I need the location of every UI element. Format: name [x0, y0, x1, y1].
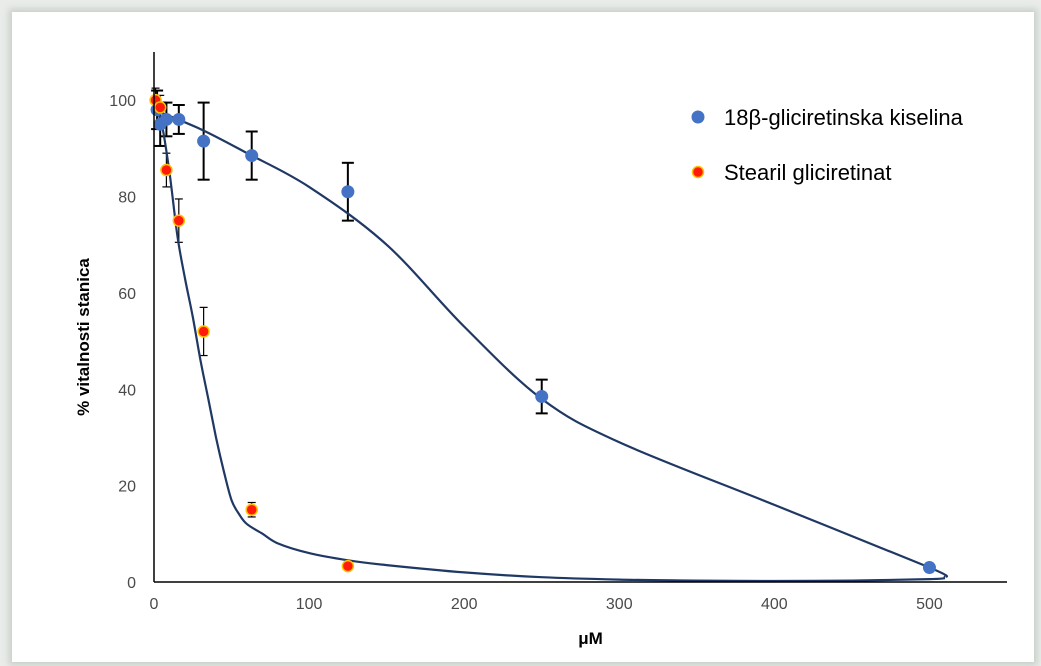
x-tick-label: 100 [296, 596, 323, 613]
y-tick-label: 40 [118, 382, 136, 399]
tick-labels: 0 100 200 300 400 500 0 20 40 60 80 100 [109, 93, 943, 613]
x-tick-label: 0 [150, 596, 159, 613]
y-tick-label: 0 [127, 575, 136, 592]
fit-curve-series-1 [152, 104, 946, 583]
data-point-series-0 [197, 134, 211, 148]
y-tick-label: 100 [109, 93, 136, 110]
x-tick-label: 500 [916, 596, 943, 613]
data-point-series-1 [160, 163, 173, 177]
data-point-series-0 [245, 149, 259, 163]
data-point-series-1 [172, 214, 186, 227]
data-point-series-1 [245, 503, 258, 516]
data-point-series-1 [153, 101, 167, 114]
data-point-series-0 [159, 112, 173, 126]
axes [153, 52, 1007, 583]
error-bars [151, 87, 548, 518]
data-point-series-1 [341, 559, 355, 573]
legend-marker-series-1 [691, 165, 705, 179]
legend: 18β-gliciretinska kiselina Stearil glicir… [691, 105, 964, 185]
x-tick-label: 200 [451, 596, 478, 613]
legend-label-series-0: 18β-gliciretinska kiselina [724, 105, 964, 130]
data-point-series-1 [197, 325, 210, 338]
chart-svg: 0 100 200 300 400 500 0 20 40 60 80 100 μM % vitaln… [74, 52, 1007, 648]
legend-marker-series-0 [691, 110, 705, 124]
chart-frame: 0 100 200 300 400 500 0 20 40 60 80 100 μM % vitaln… [12, 12, 1034, 662]
y-tick-label: 80 [118, 190, 136, 207]
data-points [149, 93, 936, 575]
data-point-series-0 [172, 112, 186, 126]
y-tick-label: 60 [118, 286, 136, 303]
legend-label-series-1: Stearil gliciretinat [724, 160, 892, 185]
data-point-series-0 [341, 185, 355, 199]
y-tick-label: 20 [118, 479, 136, 496]
x-tick-label: 300 [606, 596, 633, 613]
y-axis-title: % vitalnosti stanica [74, 258, 93, 416]
data-point-series-0 [535, 390, 549, 403]
x-tick-label: 400 [761, 596, 788, 613]
data-point-series-0 [922, 561, 936, 575]
x-axis-title: μM [578, 629, 603, 648]
